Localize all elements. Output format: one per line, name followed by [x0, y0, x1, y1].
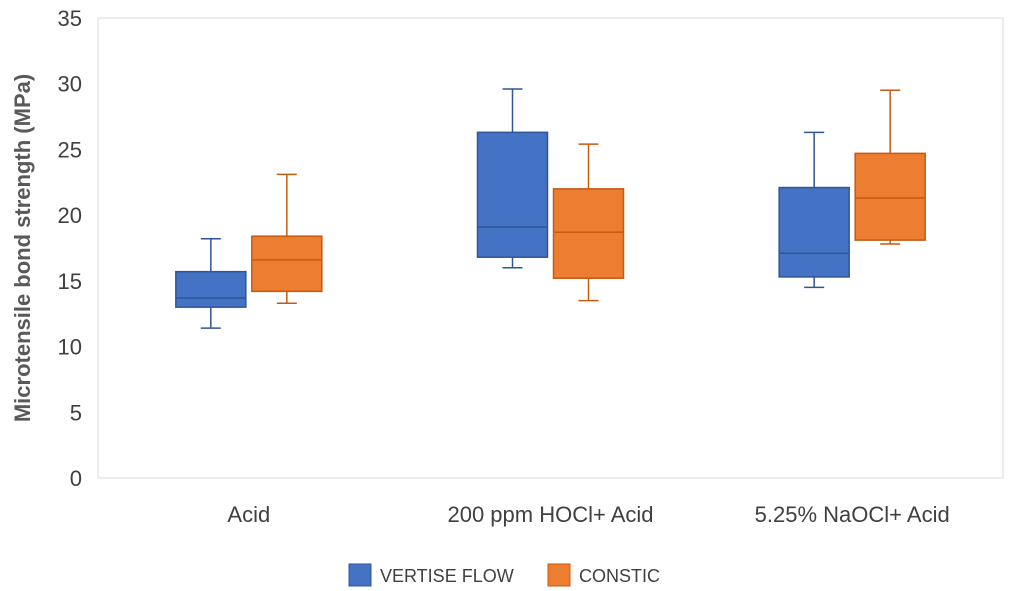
- category-label: 200 ppm HOCl+ Acid: [447, 502, 653, 527]
- box-1-1: [552, 143, 625, 302]
- iqr-box: [552, 188, 625, 279]
- series-1: [251, 89, 926, 304]
- iqr-box: [778, 186, 850, 278]
- legend-label: CONSTIC: [579, 566, 660, 586]
- legend-label: VERTISE FLOW: [380, 566, 514, 586]
- box-0-2: [778, 131, 850, 289]
- box-1-2: [854, 89, 926, 245]
- iqr-box: [175, 270, 247, 308]
- y-axis: 0 5 10 15 20 25 30 35: [58, 6, 82, 491]
- y-tick-label: 10: [58, 335, 82, 360]
- y-tick-label: 30: [58, 72, 82, 97]
- iqr-box: [476, 131, 549, 258]
- y-tick-label: 5: [70, 400, 82, 425]
- y-tick-label: 0: [70, 466, 82, 491]
- legend: VERTISE FLOW CONSTIC: [348, 563, 660, 587]
- y-tick-label: 35: [58, 6, 82, 31]
- legend-swatch: [348, 563, 372, 587]
- legend-item: CONSTIC: [547, 563, 660, 587]
- y-tick-label: 15: [58, 269, 82, 294]
- category-label: Acid: [227, 502, 270, 527]
- plot-area-border: [97, 17, 1004, 479]
- iqr-box: [251, 235, 323, 293]
- box-1-0: [251, 173, 323, 304]
- legend-swatch: [547, 563, 571, 587]
- category-label: 5.25% NaOCl+ Acid: [755, 502, 950, 527]
- series-0: [175, 88, 850, 329]
- y-tick-label: 20: [58, 203, 82, 228]
- x-axis: Acid 200 ppm HOCl+ Acid 5.25% NaOCl+ Acid: [227, 502, 949, 527]
- y-axis-title: Microtensile bond strength (MPa): [10, 74, 35, 422]
- plot-series: [175, 88, 926, 329]
- box-0-0: [175, 238, 247, 329]
- y-tick-label: 25: [58, 137, 82, 162]
- iqr-box: [854, 152, 926, 241]
- legend-item: VERTISE FLOW: [348, 563, 514, 587]
- box-0-1: [476, 88, 549, 269]
